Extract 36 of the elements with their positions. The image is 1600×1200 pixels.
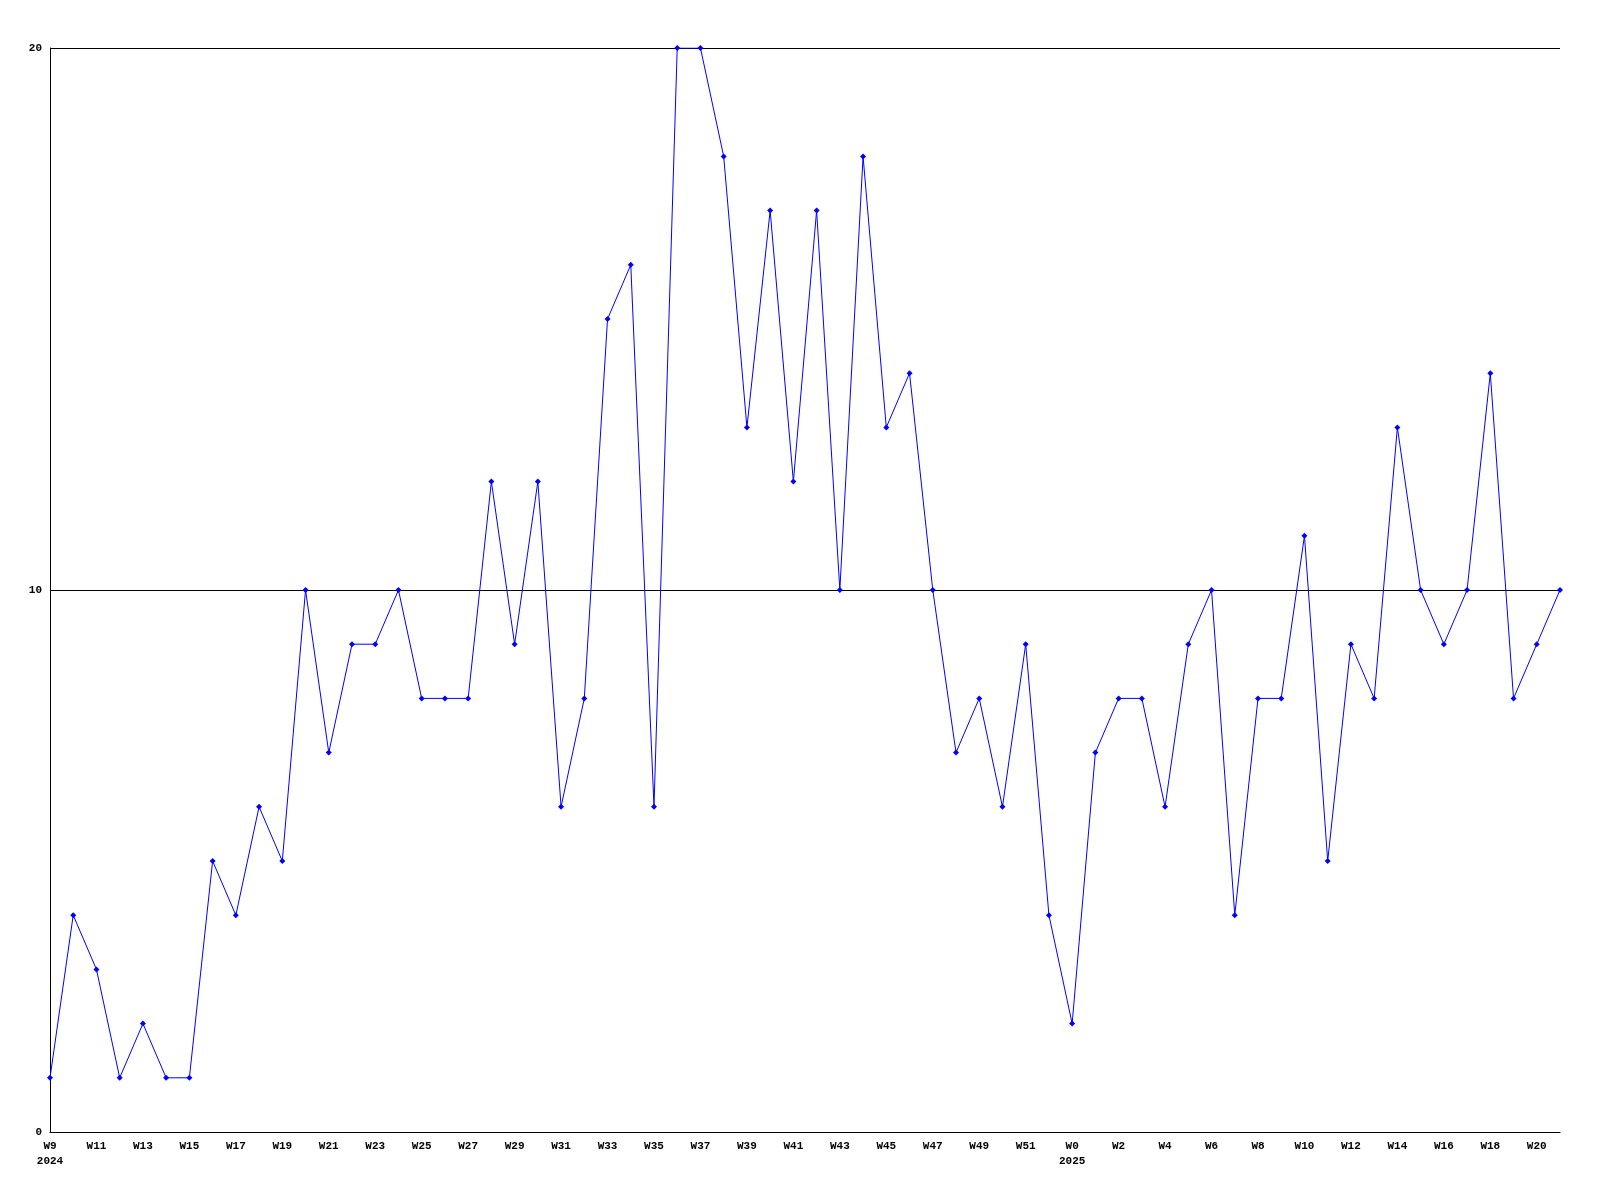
x-tick-label: W9 2024 [36, 1139, 64, 1167]
x-tick-label: W15 [179, 1139, 200, 1152]
x-tick-label: W21 [318, 1139, 340, 1152]
x-tick-label: W11 [86, 1139, 107, 1152]
x-tick-label: W31 [551, 1139, 572, 1152]
x-tick-label: W33 [597, 1139, 618, 1152]
x-tick-label: W6 [1204, 1139, 1219, 1152]
x-tick-label: W27 [458, 1139, 479, 1152]
x-tick-label: W8 [1251, 1139, 1265, 1152]
x-tick-label: W51 [1015, 1139, 1036, 1152]
x-tick-label: W47 [922, 1139, 943, 1152]
x-tick-label: W49 [969, 1139, 990, 1152]
x-tick-label: W12 [1341, 1139, 1361, 1152]
x-tick-label: W16 [1433, 1139, 1454, 1152]
x-tick-label: W45 [876, 1139, 897, 1152]
x-tick-label: W13 [133, 1139, 154, 1152]
x-tick-label: W19 [272, 1139, 293, 1152]
x-tick-label: W20 [1526, 1139, 1547, 1152]
y-tick-label: 20 [28, 42, 42, 54]
x-tick-label: W39 [737, 1139, 757, 1152]
x-tick-label: W10 [1294, 1139, 1315, 1152]
x-tick-label: W17 [225, 1139, 246, 1152]
x-tick-label: W23 [365, 1139, 386, 1152]
x-tick-label: W14 [1387, 1139, 1408, 1152]
x-tick-label: W37 [690, 1139, 711, 1152]
x-tick-label: W29 [504, 1139, 525, 1152]
x-tick-label: W0 2025 [1058, 1139, 1086, 1167]
x-tick-label: W18 [1480, 1139, 1501, 1152]
x-tick-label: W25 [411, 1139, 432, 1152]
x-tick-label: W35 [644, 1139, 665, 1152]
x-tick-label: W4 [1158, 1139, 1173, 1152]
x-tick-label: W2 [1112, 1139, 1126, 1152]
x-tick-label: W43 [829, 1139, 851, 1152]
y-tick-label: 0 [35, 1126, 42, 1138]
y-tick-label: 10 [28, 584, 42, 596]
x-tick-label: W41 [783, 1139, 804, 1152]
